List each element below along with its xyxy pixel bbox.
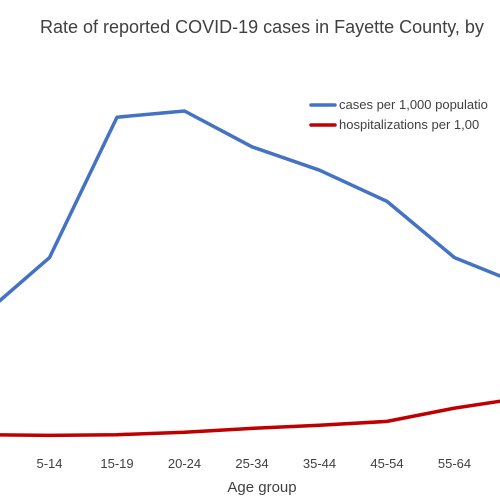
data-point-hospitalizations-20-24 — [183, 430, 186, 434]
data-point-hospitalizations-45-54 — [385, 419, 389, 423]
x-tick-label: 25-34 — [235, 456, 268, 471]
x-tick-label: 55-64 — [438, 456, 471, 471]
data-point-hospitalizations-35-44 — [318, 423, 321, 427]
data-point-cases-55-64 — [453, 256, 456, 260]
legend-label-cases: cases per 1,000 populatio — [339, 97, 488, 112]
data-point-cases-35-44 — [318, 168, 321, 172]
series-layer — [0, 109, 500, 438]
series-line-hospitalizations — [0, 399, 500, 438]
legend-label-hospitalizations: hospitalizations per 1,00 — [339, 117, 479, 132]
data-point-cases-25-34 — [250, 145, 254, 149]
x-tick-labels: 5-14 15-19 20-24 25-34 35-44 45-54 55-64 — [36, 456, 471, 471]
data-point-cases-45-54 — [385, 199, 389, 203]
x-tick-label: 15-19 — [100, 456, 133, 471]
data-point-cases-15-19 — [115, 115, 119, 119]
data-point-hospitalizations-25-34 — [250, 426, 254, 430]
x-tick-label: 20-24 — [168, 456, 201, 471]
x-tick-label: 45-54 — [370, 456, 403, 471]
chart-title: Rate of reported COVID-19 cases in Fayet… — [40, 17, 484, 37]
x-tick-label: 5-14 — [36, 456, 62, 471]
data-point-hospitalizations-5-14 — [48, 433, 51, 437]
x-tick-label: 35-44 — [303, 456, 336, 471]
x-axis-label: Age group — [227, 479, 296, 496]
data-point-hospitalizations-15-19 — [115, 433, 119, 437]
series-line-cases — [0, 109, 500, 303]
data-point-cases-20-24 — [183, 109, 186, 113]
legend: cases per 1,000 populatio hospitalizatio… — [309, 97, 488, 132]
data-point-hospitalizations-55-64 — [453, 406, 456, 410]
data-point-cases-5-14 — [48, 256, 51, 260]
